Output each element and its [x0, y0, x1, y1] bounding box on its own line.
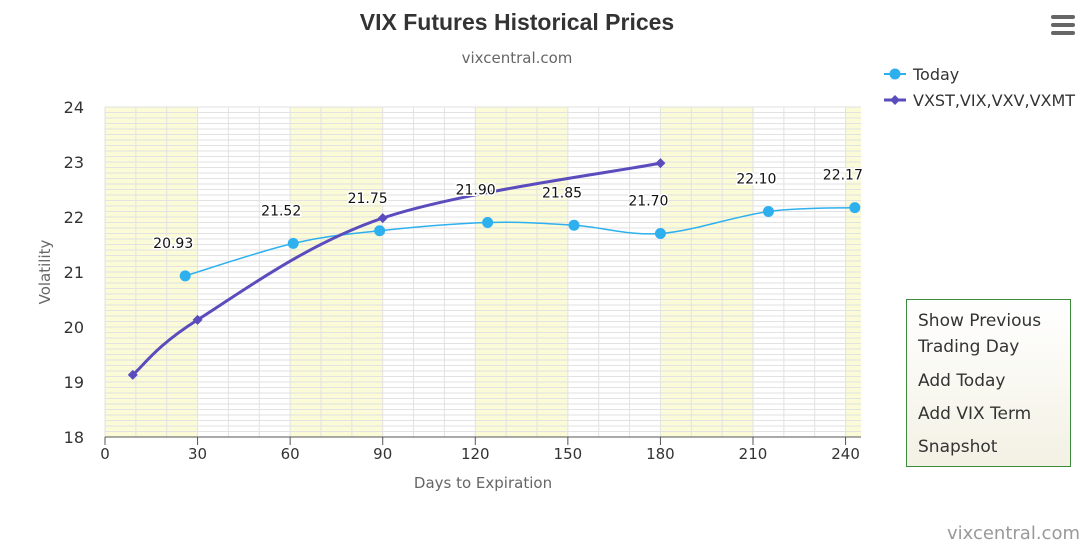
y-tick-label: 21: [64, 263, 84, 282]
y-tick-label: 20: [64, 318, 84, 337]
data-point-diamond: [127, 369, 138, 380]
menu-item-trading-day[interactable]: Trading Day: [918, 337, 1020, 357]
x-tick-label: 150: [554, 445, 583, 463]
legend-label: Today: [912, 65, 959, 84]
y-tick-label: 19: [64, 373, 84, 392]
menu-item-add-vix-term[interactable]: Add VIX Term: [918, 404, 1032, 424]
context-menu: Show Previous Trading Day Add Today Add …: [906, 299, 1071, 467]
data-label: 20.93: [153, 236, 193, 252]
y-axis-title: Volatility: [36, 239, 54, 304]
legend-marker: [889, 68, 901, 80]
x-tick-label: 240: [831, 445, 860, 463]
x-tick-label: 210: [739, 445, 768, 463]
menu-item-add-today[interactable]: Add Today: [918, 371, 1006, 391]
data-point: [287, 237, 299, 249]
watermark: vixcentral.com: [947, 523, 1080, 544]
y-tick-label: 23: [64, 153, 84, 172]
data-point: [849, 202, 861, 214]
data-label: 21.90: [456, 183, 496, 199]
data-point: [179, 270, 191, 282]
y-tick-label: 22: [64, 208, 84, 227]
x-tick-label: 90: [373, 445, 392, 463]
series-line: [131, 161, 661, 376]
hamburger-menu-icon[interactable]: [1048, 12, 1078, 38]
data-label: 21.75: [348, 191, 388, 207]
data-label: 22.17: [823, 168, 863, 184]
data-point: [654, 228, 666, 239]
data-label: 22.10: [736, 172, 776, 188]
legend[interactable]: Today VXST,VIX,VXV,VXMT: [884, 65, 1075, 110]
x-axis-title: Days to Expiration: [414, 474, 552, 492]
y-tick-label: 24: [64, 98, 84, 117]
data-point-diamond: [655, 158, 666, 169]
legend-label: VXST,VIX,VXV,VXMT: [913, 91, 1075, 110]
data-point: [762, 206, 774, 217]
x-tick-label: 0: [100, 445, 110, 463]
data-label: 21.52: [261, 203, 301, 219]
menu-item-show-previous[interactable]: Show Previous: [918, 311, 1042, 331]
x-tick-label: 60: [281, 445, 300, 463]
data-point-diamond: [377, 213, 388, 224]
chart-subtitle: vixcentral.com: [462, 49, 573, 67]
data-label: 21.70: [628, 194, 668, 210]
data-point: [374, 225, 386, 237]
menu-item-snapshot[interactable]: Snapshot: [918, 437, 998, 457]
legend-marker: [890, 95, 900, 105]
x-tick-label: 30: [188, 445, 207, 463]
x-tick-label: 120: [461, 445, 490, 463]
data-point: [482, 217, 494, 228]
y-tick-label: 18: [64, 428, 84, 447]
data-label: 21.85: [542, 185, 582, 201]
data-point: [568, 219, 580, 231]
x-tick-label: 180: [646, 445, 675, 463]
chart-title: VIX Futures Historical Prices: [360, 9, 674, 35]
data-point-diamond: [192, 314, 203, 325]
